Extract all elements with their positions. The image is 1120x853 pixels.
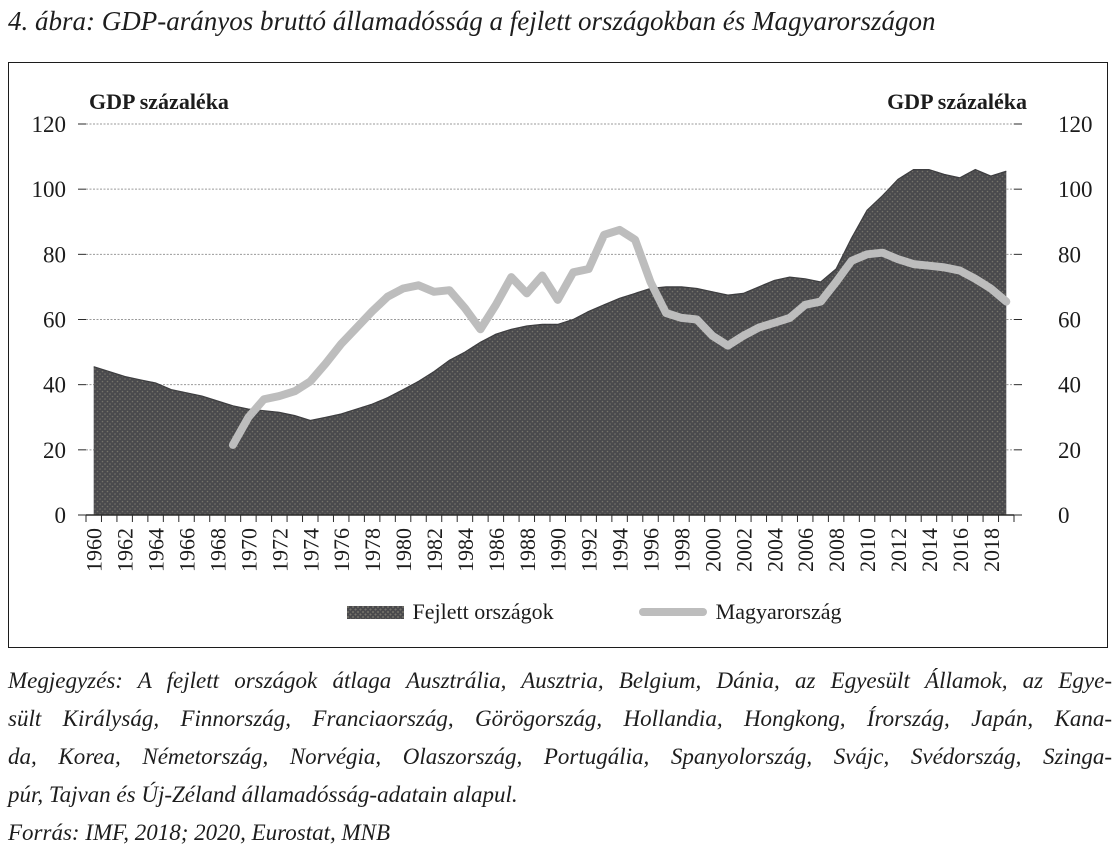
x-tick-label: 1974 <box>298 528 323 572</box>
y-tick-label: 0 <box>1058 503 1070 528</box>
x-tick-label: 1986 <box>484 528 509 572</box>
legend: Fejlett országok Magyarország <box>45 599 1120 625</box>
series-area-outline <box>93 168 1007 422</box>
chart-notes: Megjegyzés: A fejlett országok átlaga Au… <box>8 662 1112 852</box>
x-tick-label: 1988 <box>515 528 540 572</box>
line-swatch-icon <box>638 608 707 616</box>
y-tick-label: 20 <box>1058 438 1081 463</box>
x-tick-label: 1964 <box>144 528 169 572</box>
y-tick-label: 60 <box>43 308 66 333</box>
x-tick-label: 2014 <box>917 528 942 572</box>
y-axis-right: 0 20 40 60 80 100 120 <box>1014 112 1093 528</box>
x-tick-label: 1970 <box>236 528 261 572</box>
x-tick-label: 2008 <box>824 528 849 572</box>
y-tick-label: 0 <box>55 503 67 528</box>
y-tick-label: 120 <box>32 112 67 137</box>
source-line: Forrás: IMF, 2018; 2020, Eurostat, MNB <box>8 820 391 845</box>
x-tick-label: 1978 <box>360 528 385 572</box>
page-title: 4. ábra: GDP-arányos bruttó államadósság… <box>8 6 936 36</box>
area-swatch-icon <box>346 605 404 619</box>
note-line: Megjegyzés: A fejlett országok átlaga Au… <box>8 668 1112 693</box>
x-axis <box>85 514 1015 522</box>
x-tick-label: 1990 <box>546 528 571 572</box>
x-tick-label: 2006 <box>793 528 818 572</box>
y-axis-unit-right: GDP százaléka <box>887 89 1027 114</box>
x-tick-label: 2002 <box>731 528 756 572</box>
note-line: sült Királyság, Finnország, Franciaorszá… <box>8 706 1112 731</box>
y-axis-unit-left: GDP százaléka <box>89 89 229 114</box>
y-tick-label: 100 <box>1058 177 1093 202</box>
x-tick-label: 1968 <box>205 528 230 572</box>
x-tick-label: 2018 <box>979 528 1004 572</box>
y-axis-left: 0 20 40 60 80 100 120 <box>32 112 86 528</box>
x-tick-label: 1972 <box>267 528 292 572</box>
x-tick-label: 2016 <box>948 528 973 572</box>
x-tick-label: 1996 <box>639 528 664 572</box>
x-tick-labels: 1960 1962 1964 1966 1968 1970 1972 1974 1976 1978… <box>82 528 1004 572</box>
y-tick-label: 120 <box>1058 112 1093 137</box>
y-tick-label: 40 <box>43 373 66 398</box>
x-tick-label: 1998 <box>669 528 694 572</box>
x-tick-label: 2012 <box>886 528 911 572</box>
y-tick-label: 80 <box>1058 242 1081 267</box>
x-tick-label: 1980 <box>391 528 416 572</box>
x-tick-label: 1982 <box>422 528 447 572</box>
note-line: da, Korea, Németország, Norvégia, Olaszo… <box>8 744 1112 769</box>
x-tick-label: 2004 <box>762 528 787 572</box>
x-tick-label: 2000 <box>700 528 725 572</box>
legend-label: Magyarország <box>715 599 842 624</box>
series-area-fejlett-orszagok <box>93 169 1007 515</box>
x-tick-label: 1984 <box>453 528 478 572</box>
y-tick-label: 20 <box>43 438 66 463</box>
y-tick-label: 60 <box>1058 308 1081 333</box>
y-tick-label: 80 <box>43 242 66 267</box>
note-line: púr, Tajvan és Új-Zéland államadósság-ad… <box>8 782 518 807</box>
y-tick-label: 40 <box>1058 373 1081 398</box>
x-tick-label: 1966 <box>175 528 200 572</box>
legend-item-magyarorszag: Magyarország <box>638 599 842 625</box>
x-tick-label: 2010 <box>855 528 880 572</box>
x-tick-label: 1992 <box>577 528 602 572</box>
legend-item-fejlett-orszagok: Fejlett országok <box>346 599 554 625</box>
x-tick-label: 1962 <box>113 528 138 572</box>
legend-label: Fejlett országok <box>412 599 554 624</box>
chart-figure: 0 20 40 60 80 100 120 0 20 40 60 80 100 120 1960 1962 19… <box>8 62 1108 648</box>
series-line-magyarorszag <box>228 225 1011 449</box>
x-tick-label: 1994 <box>608 528 633 572</box>
x-tick-label: 1960 <box>82 528 107 572</box>
y-tick-label: 100 <box>32 177 67 202</box>
x-tick-label: 1976 <box>329 528 354 572</box>
